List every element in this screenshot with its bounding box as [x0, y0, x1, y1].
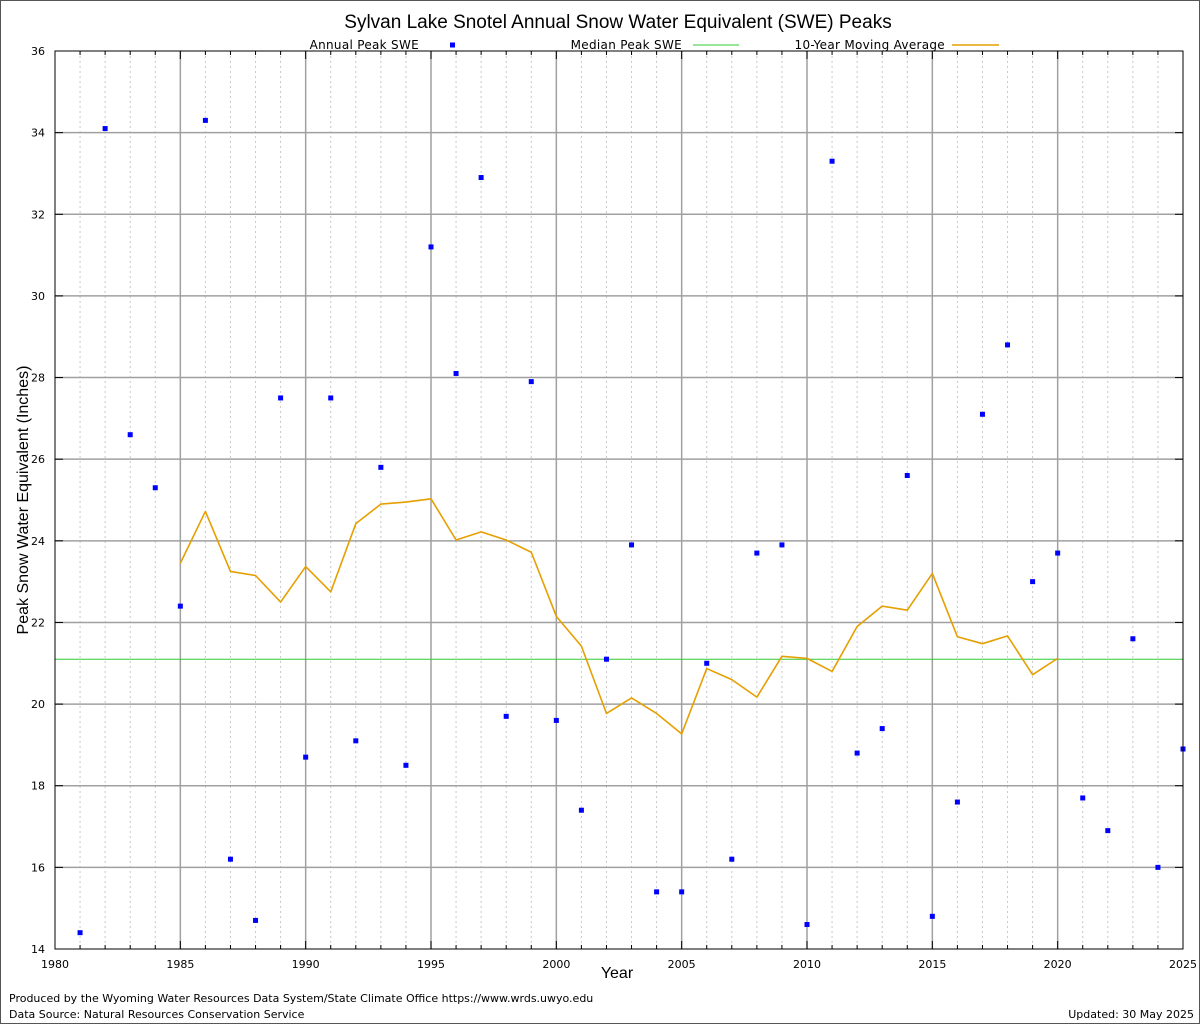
y-tick-label: 20	[31, 698, 45, 711]
annual-point	[1030, 579, 1036, 585]
annual-point	[929, 913, 935, 919]
grid	[55, 51, 1183, 949]
annual-point	[378, 464, 384, 470]
annual-point	[528, 379, 534, 385]
annual-point	[979, 411, 985, 417]
annual-point	[804, 922, 810, 928]
y-tick-label: 32	[31, 208, 45, 221]
annual-point	[227, 856, 233, 862]
annual-point	[879, 726, 885, 732]
legend: Annual Peak SWE Median Peak SWE 10-Year …	[310, 38, 999, 52]
y-tick-label: 16	[31, 861, 45, 874]
annual-point	[553, 717, 559, 723]
annual-point	[779, 542, 785, 548]
annual-point	[127, 432, 133, 438]
annual-point	[202, 117, 208, 123]
y-tick-label: 14	[31, 943, 45, 956]
x-tick-label: 1980	[41, 958, 69, 971]
x-tick-label: 2000	[542, 958, 570, 971]
annual-point	[954, 799, 960, 805]
plot-border	[54, 50, 1184, 950]
x-tick-label: 2005	[668, 958, 696, 971]
annual-point	[478, 175, 484, 181]
y-axis-label: Peak Snow Water Equivalent (Inches)	[15, 366, 32, 635]
annual-point	[353, 738, 359, 744]
annual-point	[1130, 636, 1136, 642]
annual-point	[629, 542, 635, 548]
y-tick-label: 22	[31, 616, 45, 629]
annual-point	[303, 754, 309, 760]
chart-title: Sylvan Lake Snotel Annual Snow Water Equ…	[344, 12, 891, 33]
footer-produced-by: Produced by the Wyoming Water Resources …	[9, 992, 593, 1005]
annual-points-layer	[77, 117, 1186, 936]
annual-point	[403, 762, 409, 768]
x-tick-label: 1995	[417, 958, 445, 971]
moving-average-layer	[179, 497, 1059, 735]
annual-point	[453, 370, 459, 376]
footer-data-source: Data Source: Natural Resources Conservat…	[9, 1008, 305, 1021]
annual-point	[1155, 864, 1161, 870]
annual-point	[428, 244, 434, 250]
x-tick-label: 2020	[1044, 958, 1072, 971]
annual-point	[102, 126, 108, 132]
y-tick-label: 18	[31, 780, 45, 793]
legend-label-moving-average: 10-Year Moving Average	[795, 38, 945, 52]
annual-point	[754, 550, 760, 556]
moving-average-line	[179, 497, 1059, 735]
x-tick-label: 2015	[918, 958, 946, 971]
legend-label-annual: Annual Peak SWE	[310, 38, 419, 52]
annual-point	[729, 856, 735, 862]
annual-point	[177, 603, 183, 609]
legend-label-median: Median Peak SWE	[571, 38, 682, 52]
annual-point	[829, 158, 835, 164]
annual-point	[578, 807, 584, 813]
annual-point	[278, 395, 284, 401]
y-tick-label: 36	[31, 45, 45, 58]
annual-point	[904, 473, 910, 479]
annual-point	[679, 889, 685, 895]
ticks: 1980 1985 1990 1995 2000 2005 2010 2015 2020 2025…	[31, 45, 1197, 971]
legend-marker-annual	[450, 42, 455, 48]
annual-point	[328, 395, 334, 401]
annual-point	[854, 750, 860, 756]
x-tick-label: 1990	[292, 958, 320, 971]
annual-point	[1105, 828, 1111, 834]
x-tick-label: 2010	[793, 958, 821, 971]
annual-point	[603, 656, 609, 662]
annual-point	[704, 660, 710, 666]
y-tick-label: 24	[31, 535, 45, 548]
y-tick-label: 28	[31, 372, 45, 385]
annual-point	[77, 930, 83, 936]
footer-updated: Updated: 30 May 2025	[1068, 1008, 1194, 1021]
y-tick-label: 34	[31, 127, 45, 140]
annual-point	[1005, 342, 1011, 348]
annual-point	[1055, 550, 1061, 556]
x-axis-label: Year	[601, 965, 634, 982]
y-tick-label: 30	[31, 290, 45, 303]
x-tick-label: 2025	[1169, 958, 1197, 971]
annual-point	[1080, 795, 1086, 801]
annual-point	[253, 917, 259, 923]
annual-point	[654, 889, 660, 895]
annual-point	[503, 713, 509, 719]
y-tick-label: 26	[31, 453, 45, 466]
annual-point	[152, 485, 158, 491]
x-tick-label: 1985	[166, 958, 194, 971]
